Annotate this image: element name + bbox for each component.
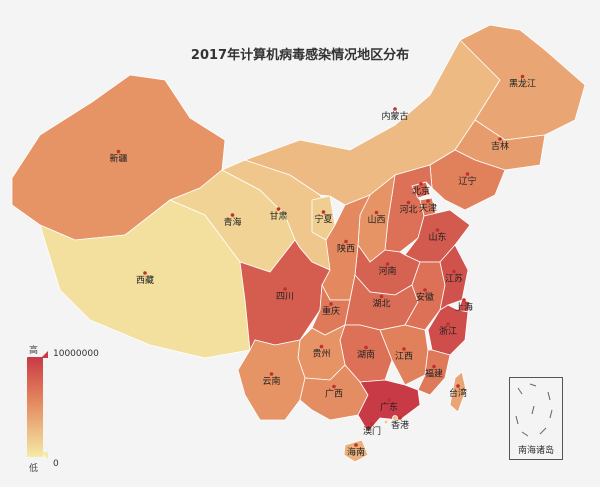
province-marker-广东 bbox=[387, 398, 391, 402]
province-福建[interactable] bbox=[417, 349, 451, 396]
province-marker-山西 bbox=[374, 210, 379, 215]
province-marker-辽宁 bbox=[465, 172, 470, 176]
province-marker-江苏 bbox=[452, 269, 456, 274]
legend-max-handle[interactable] bbox=[41, 351, 48, 358]
map-title: 2017年计算机病毒感染情况地区分布 bbox=[190, 48, 410, 63]
province-label-浙江: 浙江 bbox=[439, 325, 457, 337]
province-marker-海南 bbox=[354, 443, 358, 447]
province-marker-青海 bbox=[230, 213, 235, 217]
province-label-吉林: 吉林 bbox=[491, 140, 509, 152]
province-marker-江西 bbox=[402, 347, 406, 351]
province-广东[interactable] bbox=[357, 379, 421, 433]
province-label-山西: 山西 bbox=[367, 215, 385, 226]
province-label-香港: 香港 bbox=[391, 419, 409, 431]
province-label-北京: 北京 bbox=[412, 185, 430, 197]
province-label-广东: 广东 bbox=[380, 401, 398, 413]
province-marker-贵州 bbox=[319, 344, 324, 349]
province-label-天津: 天津 bbox=[419, 203, 437, 214]
province-label-陕西: 陕西 bbox=[337, 243, 355, 255]
province-marker-湖北 bbox=[379, 294, 384, 299]
province-marker-台湾 bbox=[456, 384, 460, 388]
province-marker-上海 bbox=[462, 298, 466, 302]
province-marker-云南 bbox=[269, 372, 274, 376]
province-marker-澳门 bbox=[370, 422, 374, 426]
province-label-黑龙江: 黑龙江 bbox=[509, 78, 536, 90]
province-marker-宁夏 bbox=[321, 210, 326, 214]
province-marker-福建 bbox=[432, 364, 436, 369]
province-marker-内蒙古 bbox=[393, 107, 397, 111]
legend-min-handle[interactable] bbox=[41, 452, 48, 459]
province-label-辽宁: 辽宁 bbox=[458, 175, 476, 187]
province-label-江苏: 江苏 bbox=[445, 273, 463, 285]
province-label-内蒙古: 内蒙古 bbox=[381, 110, 408, 122]
inset-label: 南海诸岛 bbox=[517, 446, 554, 456]
province-辽宁[interactable] bbox=[429, 149, 506, 211]
province-marker-河南 bbox=[385, 262, 390, 266]
province-台湾[interactable] bbox=[449, 371, 467, 413]
province-label-江西: 江西 bbox=[395, 351, 413, 362]
province-label-河南: 河南 bbox=[378, 265, 396, 277]
visual-map-legend: 高 10000000 0 低 bbox=[27, 343, 99, 474]
province-marker-天津 bbox=[426, 199, 430, 203]
province-label-宁夏: 宁夏 bbox=[314, 213, 332, 225]
province-marker-西藏 bbox=[143, 271, 147, 275]
province-marker-香港 bbox=[398, 416, 402, 420]
province-marker-湖南 bbox=[364, 345, 368, 350]
province-marker-安徽 bbox=[423, 288, 427, 292]
province-浙江[interactable] bbox=[427, 304, 469, 356]
legend-low-label: 低 bbox=[29, 464, 39, 474]
province-marker-甘肃 bbox=[276, 207, 281, 211]
province-label-贵州: 贵州 bbox=[312, 348, 330, 360]
province-label-海南: 海南 bbox=[347, 446, 365, 458]
province-label-湖南: 湖南 bbox=[357, 349, 375, 361]
province-marker-山东 bbox=[435, 228, 440, 232]
legend-gradient-bar[interactable] bbox=[27, 357, 43, 457]
province-marker-四川 bbox=[283, 287, 287, 291]
province-marker-重庆 bbox=[329, 302, 333, 306]
province-marker-广西 bbox=[332, 384, 336, 389]
legend-min-value: 0 bbox=[53, 459, 59, 469]
province-label-安徽: 安徽 bbox=[416, 291, 434, 303]
province-label-澳门: 澳门 bbox=[363, 425, 381, 437]
province-marker-黑龙江 bbox=[520, 74, 525, 79]
province-label-台湾: 台湾 bbox=[449, 387, 467, 399]
province-label-福建: 福建 bbox=[425, 368, 443, 380]
province-label-新疆: 新疆 bbox=[109, 153, 127, 165]
province-marker-河北 bbox=[406, 200, 411, 205]
province-label-山东: 山东 bbox=[428, 231, 446, 243]
province-label-重庆: 重庆 bbox=[322, 305, 340, 317]
province-label-西藏: 西藏 bbox=[136, 274, 154, 286]
province-香港[interactable] bbox=[392, 415, 398, 421]
south-china-sea-inset: 南海诸岛 bbox=[509, 377, 563, 460]
province-label-云南: 云南 bbox=[262, 375, 280, 387]
province-label-广西: 广西 bbox=[325, 388, 343, 400]
province-label-四川: 四川 bbox=[276, 292, 294, 302]
legend-max-value: 10000000 bbox=[53, 349, 99, 359]
province-marker-吉林 bbox=[498, 137, 502, 141]
province-label-甘肃: 甘肃 bbox=[269, 210, 287, 222]
province-海南[interactable] bbox=[343, 439, 369, 463]
province-marker-陕西 bbox=[344, 239, 348, 244]
province-label-青海: 青海 bbox=[223, 216, 241, 228]
province-江苏[interactable] bbox=[439, 244, 469, 311]
province-label-河北: 河北 bbox=[399, 204, 417, 216]
province-marker-新疆 bbox=[116, 149, 121, 154]
province-label-上海: 上海 bbox=[455, 301, 473, 313]
province-label-湖北: 湖北 bbox=[372, 299, 390, 310]
province-marker-浙江 bbox=[446, 322, 450, 326]
province-澳门[interactable] bbox=[383, 419, 389, 425]
legend-high-label: 高 bbox=[29, 346, 39, 356]
inset-islands bbox=[515, 383, 553, 437]
province-marker-北京 bbox=[419, 182, 423, 186]
province-黑龙江[interactable] bbox=[459, 24, 586, 141]
